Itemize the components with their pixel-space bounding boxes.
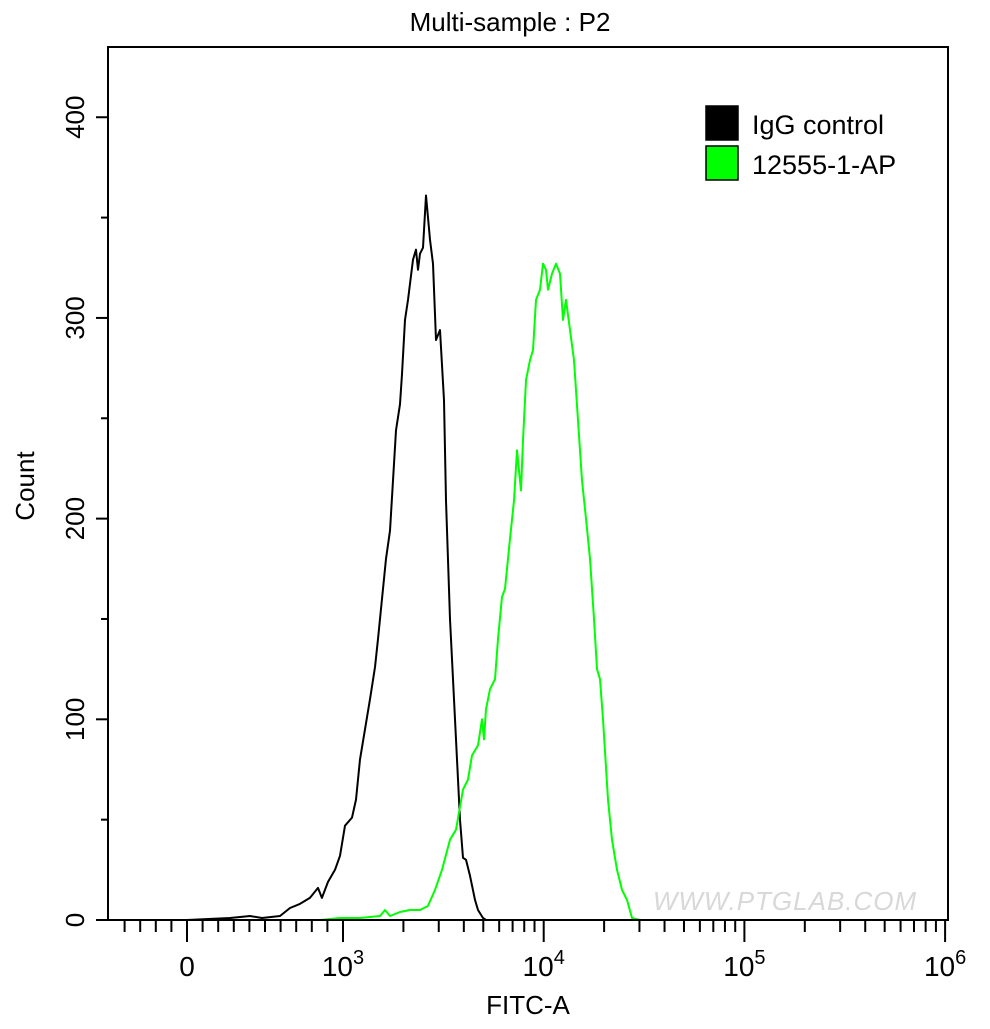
x-axis-label: FITC-A [486,990,570,1020]
legend-label-1: 12555-1-AP [752,150,896,180]
chart-title: Multi-sample : P2 [410,7,611,37]
watermark: WWW.PTGLAB.COM [653,886,917,916]
y-tick-label: 400 [60,96,90,139]
x-tick-base: 10 [723,951,754,982]
x-tick-label: 103 [322,947,364,982]
series-line-0 [186,194,515,921]
plot-frame [107,46,949,921]
x-tick-exponent: 6 [955,947,966,969]
x-tick-base: 0 [179,951,195,982]
y-tick-label: 300 [60,296,90,339]
y-tick-label: 0 [60,913,90,927]
series-layer [186,194,641,921]
legend: IgG control 12555-1-AP [705,105,896,181]
legend-swatch-0 [705,105,739,141]
x-tick-base: 10 [523,951,554,982]
x-tick-base: 10 [322,951,353,982]
x-tick-label: 106 [924,947,966,982]
y-tick-label: 100 [60,698,90,741]
legend-label-0: IgG control [752,110,884,140]
x-tick-label: 104 [523,947,565,982]
x-tick-exponent: 4 [554,947,565,969]
x-tick-exponent: 5 [754,947,765,969]
y-axis-label: Count [10,451,40,521]
x-tick-label: 0 [179,951,195,982]
y-tick-label: 200 [60,497,90,540]
x-tick-label: 105 [723,947,765,982]
x-tick-exponent: 3 [353,947,364,969]
legend-swatch-1 [705,145,739,181]
series-line-1 [320,262,641,921]
x-tick-base: 10 [924,951,955,982]
y-axis: 0 100 200 300 400 [60,96,108,927]
x-axis: 0 103 104 105 106 [123,920,966,982]
